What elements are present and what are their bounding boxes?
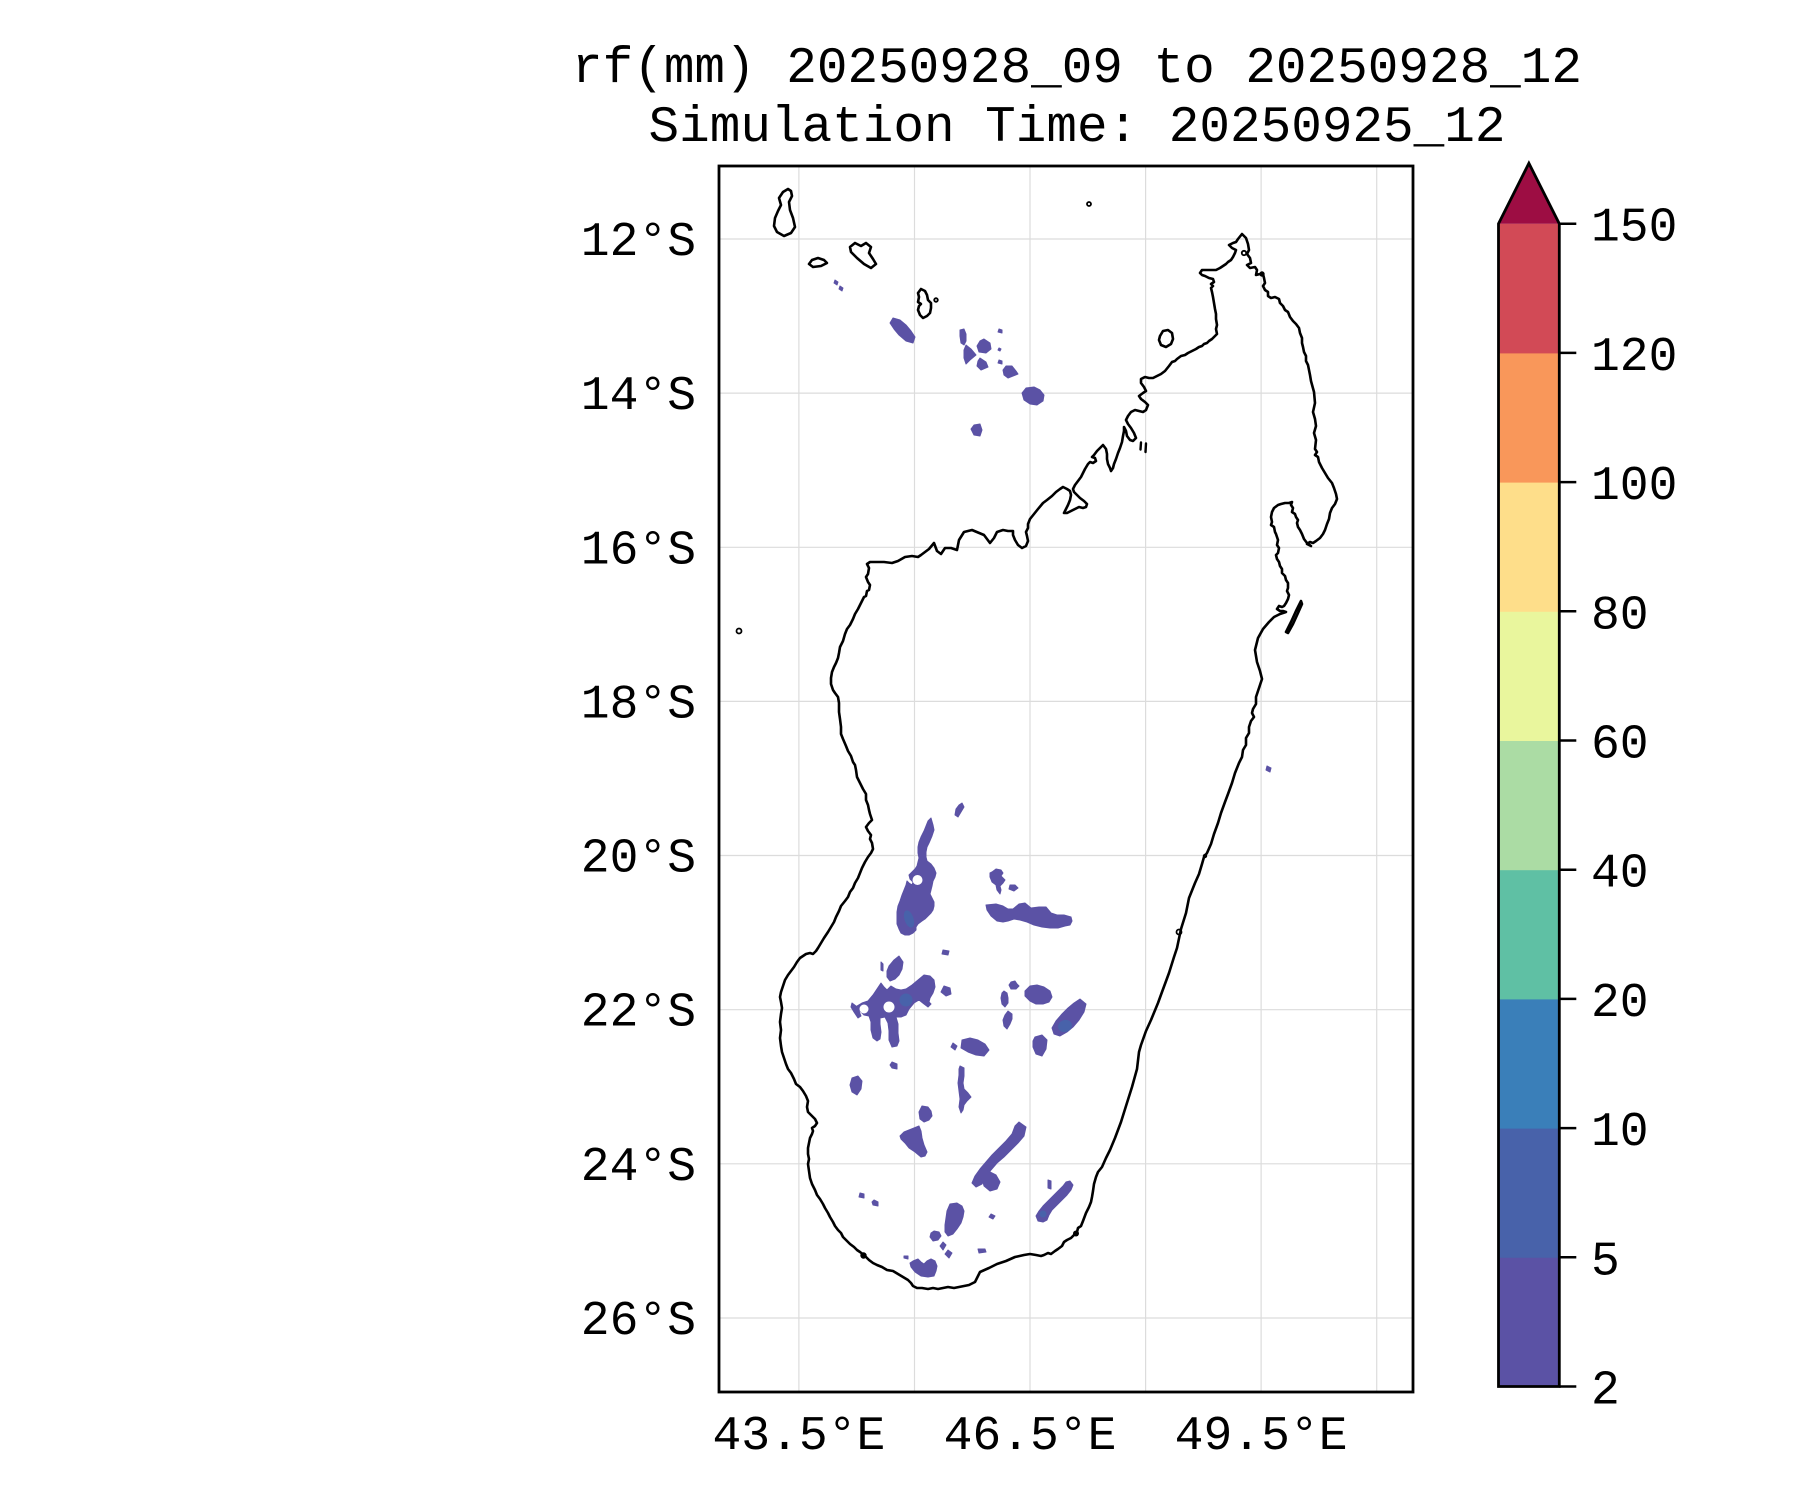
svg-text:120: 120 — [1591, 331, 1677, 385]
svg-text:10: 10 — [1591, 1106, 1649, 1160]
svg-text:16°S: 16°S — [581, 524, 696, 578]
svg-text:80: 80 — [1591, 589, 1649, 643]
svg-text:26°S: 26°S — [581, 1295, 696, 1349]
svg-text:rf(mm) 20250928_09 to 20250928: rf(mm) 20250928_09 to 20250928_12 — [572, 41, 1582, 98]
svg-text:46.5°E: 46.5°E — [944, 1410, 1117, 1464]
svg-text:5: 5 — [1591, 1235, 1620, 1289]
svg-text:22°S: 22°S — [581, 987, 696, 1041]
svg-text:150: 150 — [1591, 202, 1677, 256]
svg-text:Simulation Time: 20250925_12: Simulation Time: 20250925_12 — [649, 100, 1506, 157]
svg-text:20°S: 20°S — [581, 833, 696, 887]
svg-text:60: 60 — [1591, 719, 1649, 773]
svg-text:2: 2 — [1591, 1365, 1620, 1419]
svg-text:24°S: 24°S — [581, 1141, 696, 1195]
svg-text:49.5°E: 49.5°E — [1175, 1410, 1348, 1464]
svg-text:12°S: 12°S — [581, 216, 696, 270]
svg-text:40: 40 — [1591, 848, 1649, 902]
svg-text:100: 100 — [1591, 460, 1677, 514]
svg-text:18°S: 18°S — [581, 678, 696, 732]
svg-text:20: 20 — [1591, 977, 1649, 1031]
svg-text:14°S: 14°S — [581, 370, 696, 424]
svg-text:43.5°E: 43.5°E — [712, 1410, 885, 1464]
